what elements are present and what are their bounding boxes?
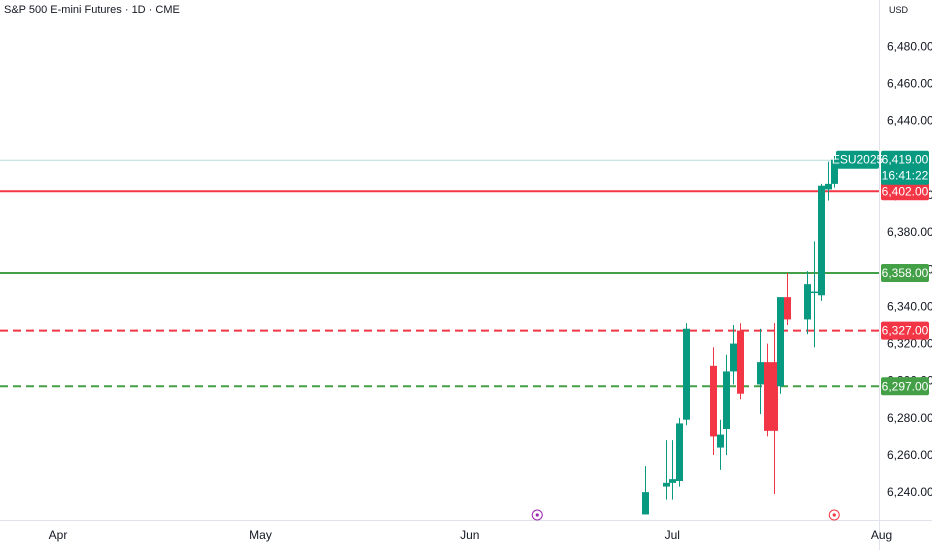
candle-body — [757, 362, 764, 385]
price-tick-label: 6,240.00 — [887, 485, 932, 499]
candle-body — [825, 183, 832, 190]
candle-body — [676, 423, 683, 481]
price-tick-label: 6,440.00 — [887, 114, 932, 128]
candle-body — [784, 297, 791, 320]
candle-body — [777, 297, 784, 387]
time-tick-label: Apr — [49, 528, 68, 542]
candle-body — [683, 328, 690, 420]
earnings-marker-icon-dot — [832, 513, 836, 517]
price-tick-label: 6,320.00 — [887, 337, 932, 351]
candle-body — [804, 284, 811, 320]
time-tick-label: Jul — [665, 528, 680, 542]
price-tick-label: 6,480.00 — [887, 39, 932, 53]
price-tick-label: 6,340.00 — [887, 299, 932, 313]
price-tag-label: 6,297.00 — [882, 379, 929, 393]
candle-body — [717, 434, 724, 448]
event-markers-group[interactable] — [531, 509, 840, 521]
price-tick-label: 6,460.00 — [887, 77, 932, 91]
time-tick-label: Jun — [460, 528, 479, 542]
candle-body — [818, 185, 825, 296]
candle-body — [831, 159, 838, 184]
time-tick-label: Aug — [871, 528, 892, 542]
candles-group — [642, 156, 838, 515]
symbol-tag — [836, 150, 879, 169]
symbol-tag-label: ESU2025 — [832, 153, 884, 167]
horizontal-lines-group[interactable] — [0, 190, 879, 388]
candle-body — [723, 371, 730, 429]
time-tick-label: May — [249, 528, 272, 542]
price-tag-label: 6,358.00 — [882, 266, 929, 280]
candle-body — [737, 330, 744, 394]
price-tag — [881, 182, 929, 201]
last-price-label: 6,419.00 — [882, 153, 929, 167]
price-tick-label: 6,280.00 — [887, 411, 932, 425]
price-tag-label: 6,327.00 — [882, 324, 929, 338]
price-tick-label: 6,260.00 — [887, 448, 932, 462]
candle-body — [764, 362, 771, 431]
candle-body — [642, 492, 649, 515]
price-tag — [881, 264, 929, 282]
chart-title: S&P 500 E-mini Futures · 1D · CME — [4, 4, 180, 16]
candle-body — [730, 343, 737, 372]
price-tick-label: 6,380.00 — [887, 225, 932, 239]
dividend-marker-icon-dot — [535, 513, 539, 517]
candle-body — [771, 362, 778, 431]
price-tag — [881, 321, 929, 340]
candle-body — [811, 291, 818, 294]
price-tag-label: 6,402.00 — [882, 184, 929, 198]
last-price-tag — [881, 150, 929, 185]
candle-body — [669, 479, 676, 483]
price-tags-group: 6,402.00 6,358.00 6,327.00 6,297.00 6,419.00… — [832, 150, 929, 396]
bar-countdown-label: 16:41:22 — [882, 169, 929, 183]
price-tag — [881, 377, 929, 396]
currency-label[interactable]: USD — [889, 5, 909, 15]
candle-body — [710, 365, 717, 437]
time-axis[interactable]: Apr May Jun Jul Aug — [49, 528, 893, 542]
candle-body — [663, 482, 670, 487]
